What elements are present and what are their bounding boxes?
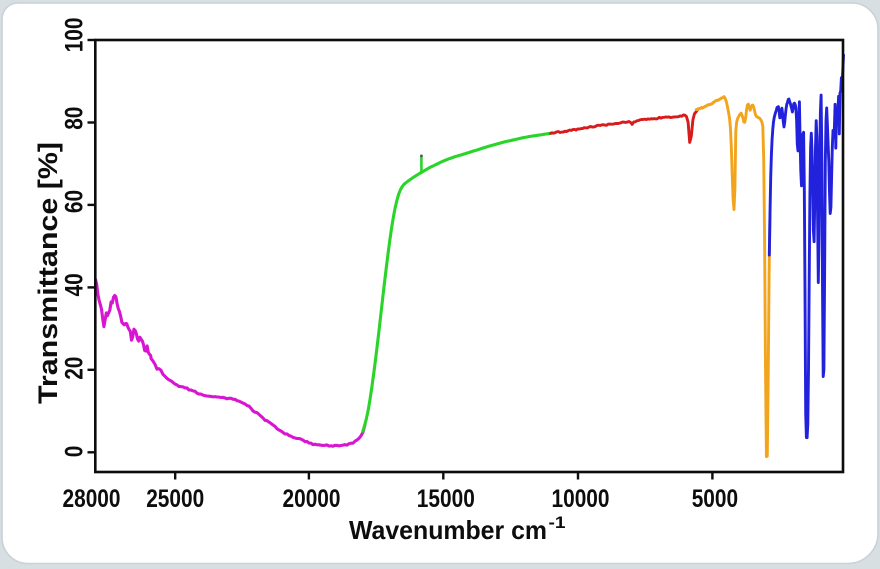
svg-text:40: 40: [61, 273, 89, 296]
svg-text:15000: 15000: [417, 485, 475, 513]
svg-text:60: 60: [61, 190, 89, 213]
svg-text:20: 20: [61, 357, 89, 380]
svg-text:20000: 20000: [283, 485, 341, 513]
svg-text:10000: 10000: [552, 485, 610, 513]
svg-text:0: 0: [61, 446, 89, 458]
svg-text:5000: 5000: [692, 485, 738, 513]
svg-text:80: 80: [61, 107, 89, 130]
svg-text:25000: 25000: [146, 485, 204, 513]
svg-text:Transmittance [%]: Transmittance [%]: [33, 142, 63, 404]
svg-text:100: 100: [61, 18, 89, 53]
svg-text:-1: -1: [549, 514, 566, 532]
svg-text:28000: 28000: [63, 485, 121, 513]
svg-text:Wavenumber cm: Wavenumber cm: [349, 515, 547, 545]
